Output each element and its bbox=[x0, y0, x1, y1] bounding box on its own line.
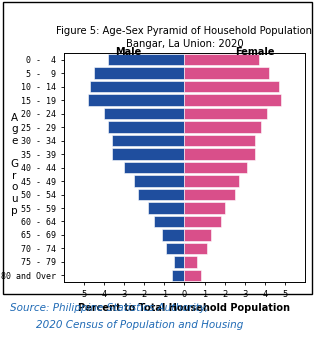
Bar bbox=[184, 54, 259, 65]
Bar bbox=[172, 270, 184, 281]
Bar bbox=[112, 135, 184, 146]
Bar bbox=[88, 94, 184, 106]
Bar bbox=[108, 121, 184, 133]
X-axis label: Percent to Total Household Population: Percent to Total Household Population bbox=[79, 303, 290, 313]
Bar bbox=[134, 175, 184, 187]
Bar bbox=[184, 81, 279, 92]
Text: Male: Male bbox=[115, 47, 141, 57]
Bar bbox=[162, 229, 184, 241]
Bar bbox=[184, 108, 267, 119]
Bar bbox=[112, 148, 184, 160]
Text: 2020 Census of Population and Housing: 2020 Census of Population and Housing bbox=[10, 320, 243, 330]
Bar bbox=[184, 94, 281, 106]
Bar bbox=[184, 162, 247, 173]
Bar bbox=[154, 216, 184, 227]
Bar bbox=[184, 121, 261, 133]
Bar bbox=[166, 243, 184, 254]
Bar bbox=[108, 54, 184, 65]
Bar bbox=[184, 243, 207, 254]
Bar bbox=[184, 189, 235, 200]
Bar bbox=[124, 162, 184, 173]
Bar bbox=[184, 175, 239, 187]
Bar bbox=[184, 148, 255, 160]
Bar bbox=[184, 216, 221, 227]
Text: Source: Philippine Statistics Authority,: Source: Philippine Statistics Authority, bbox=[10, 303, 208, 313]
Bar bbox=[184, 202, 225, 214]
Bar bbox=[148, 202, 184, 214]
Bar bbox=[184, 229, 211, 241]
Bar bbox=[184, 67, 269, 79]
Bar bbox=[104, 108, 184, 119]
Bar bbox=[184, 135, 255, 146]
Bar bbox=[174, 256, 184, 268]
Bar bbox=[184, 256, 197, 268]
Bar bbox=[90, 81, 184, 92]
Text: Female: Female bbox=[235, 47, 275, 57]
Bar bbox=[138, 189, 184, 200]
Bar bbox=[184, 270, 201, 281]
Title: Figure 5: Age-Sex Pyramid of Household Population
Bangar, La Union: 2020: Figure 5: Age-Sex Pyramid of Household P… bbox=[56, 26, 313, 50]
Text: A
g
e

G
r
o
u
p: A g e G r o u p bbox=[10, 113, 18, 215]
Bar bbox=[94, 67, 184, 79]
